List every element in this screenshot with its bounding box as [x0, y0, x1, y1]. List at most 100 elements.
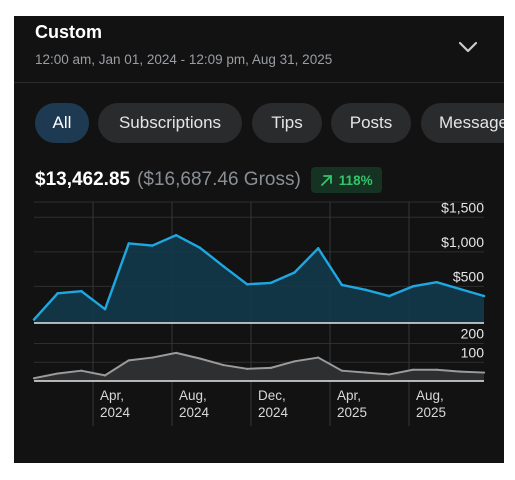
count-line-segment [340, 369, 367, 374]
count-area-fill [34, 352, 484, 381]
main-data-point [364, 288, 367, 292]
count-data-point [340, 369, 343, 372]
y-tick-label-main: $1,500 [441, 199, 484, 215]
main-area-fill [34, 235, 484, 323]
filter-chip-subscriptions[interactable]: Subscriptions [98, 103, 242, 143]
main-line-segment [103, 242, 130, 311]
period-title: Custom [35, 22, 102, 42]
count-line-segment [293, 356, 320, 363]
earnings-chart[interactable]: $1,500 $1,000 $500 200 100 Apr, 2024 Aug, 2024 De… [14, 16, 504, 463]
main-line-segment [317, 247, 344, 287]
count-line-segment [127, 356, 154, 362]
count-line-segment [151, 351, 178, 359]
count-data-point [151, 356, 154, 359]
count-data-point [435, 368, 438, 371]
x-tick-label-month: Aug, [416, 388, 444, 403]
main-line-segment [388, 285, 415, 298]
x-tick-label-year: 2024 [258, 405, 289, 420]
main-data-point [80, 289, 83, 293]
earnings-panel: Custom 12:00 am, Jan 01, 2024 - 12:09 pm… [14, 16, 504, 463]
main-data-point [459, 287, 462, 291]
main-data-point [411, 285, 415, 288]
net-earnings: $13,462.85 [35, 169, 131, 190]
count-data-point [222, 364, 225, 367]
x-tick-label-year: 2025 [337, 405, 367, 420]
y-tick-label-main: $500 [453, 268, 484, 284]
trend-up-icon [320, 174, 332, 186]
growth-value: 118% [338, 172, 373, 188]
main-line-segment [269, 271, 296, 285]
count-data-point [246, 367, 249, 370]
main-line-segment [459, 287, 486, 298]
main-data-point [245, 283, 249, 286]
gross-earnings: ($16,687.46 Gross) [137, 169, 301, 190]
x-tick-label-month: Apr, [337, 388, 361, 403]
filter-chip-messages[interactable]: Messages [421, 103, 504, 143]
x-tick-label-month: Apr, [100, 388, 124, 403]
main-data-point [482, 294, 486, 298]
count-data-point [127, 359, 130, 362]
count-line-segment [56, 369, 83, 375]
count-data-point [364, 371, 367, 374]
main-data-point [435, 281, 438, 284]
y-tick-label-main: $1,000 [441, 234, 484, 250]
y-tick-label-count: 200 [461, 326, 485, 342]
main-line-segment [222, 265, 249, 286]
main-data-point [388, 294, 391, 298]
count-line-segment [175, 351, 201, 360]
date-range-header[interactable]: Custom 12:00 am, Jan 01, 2024 - 12:09 pm… [14, 16, 504, 82]
main-line-segment [127, 242, 154, 247]
main-data-point [56, 292, 59, 295]
main-data-point [127, 242, 130, 245]
main-data-point [103, 307, 107, 311]
count-data-point [175, 351, 178, 354]
count-line-segment [317, 356, 343, 372]
filter-chip-posts[interactable]: Posts [331, 103, 411, 143]
main-line-segment [198, 246, 225, 268]
x-tick-label-year: 2025 [416, 405, 446, 420]
count-data-point [56, 372, 59, 375]
count-line-segment [459, 370, 485, 374]
earnings-totals: $13,462.85 ($16,687.46 Gross) 118% [35, 166, 382, 194]
main-data-point [293, 271, 296, 274]
filter-chip-tips[interactable]: Tips [252, 103, 322, 143]
main-data-point [222, 265, 225, 268]
count-line-segment [269, 360, 296, 369]
count-data-point [483, 371, 485, 374]
main-data-point [32, 318, 36, 321]
y-tick-label-count: 100 [461, 344, 485, 360]
chevron-down-icon[interactable] [457, 36, 479, 58]
main-line-segment [293, 247, 320, 274]
count-line-segment [198, 357, 225, 367]
main-data-point [317, 247, 320, 250]
main-line-segment [245, 281, 273, 286]
count-line-segment [80, 369, 107, 377]
count-data-point [33, 377, 35, 380]
count-line-segment [246, 366, 272, 370]
count-line-segment [33, 372, 59, 380]
main-data-point [340, 283, 344, 287]
count-line-segment [435, 368, 462, 373]
count-data-point [459, 370, 462, 373]
count-data-point [388, 373, 391, 376]
main-data-point [269, 281, 273, 285]
x-tick-label-year: 2024 [100, 405, 131, 420]
x-tick-label-month: Aug, [179, 388, 207, 403]
count-data-point [317, 356, 320, 359]
count-line-segment [388, 368, 414, 376]
filter-chip-all[interactable]: All [35, 103, 89, 143]
main-line-segment [364, 288, 391, 298]
count-line-segment [104, 359, 130, 377]
count-data-point [293, 360, 296, 363]
main-line-segment [80, 289, 107, 311]
main-line-segment [32, 292, 59, 321]
main-line-segment [340, 283, 367, 292]
x-tick-label-month: Dec, [258, 388, 286, 403]
main-line-segment [151, 233, 178, 247]
main-line-segment [435, 281, 462, 291]
main-data-point [151, 244, 154, 247]
count-line-segment [222, 364, 249, 370]
header-divider [14, 82, 504, 83]
main-data-point [174, 233, 178, 237]
main-line-segment [56, 289, 83, 295]
